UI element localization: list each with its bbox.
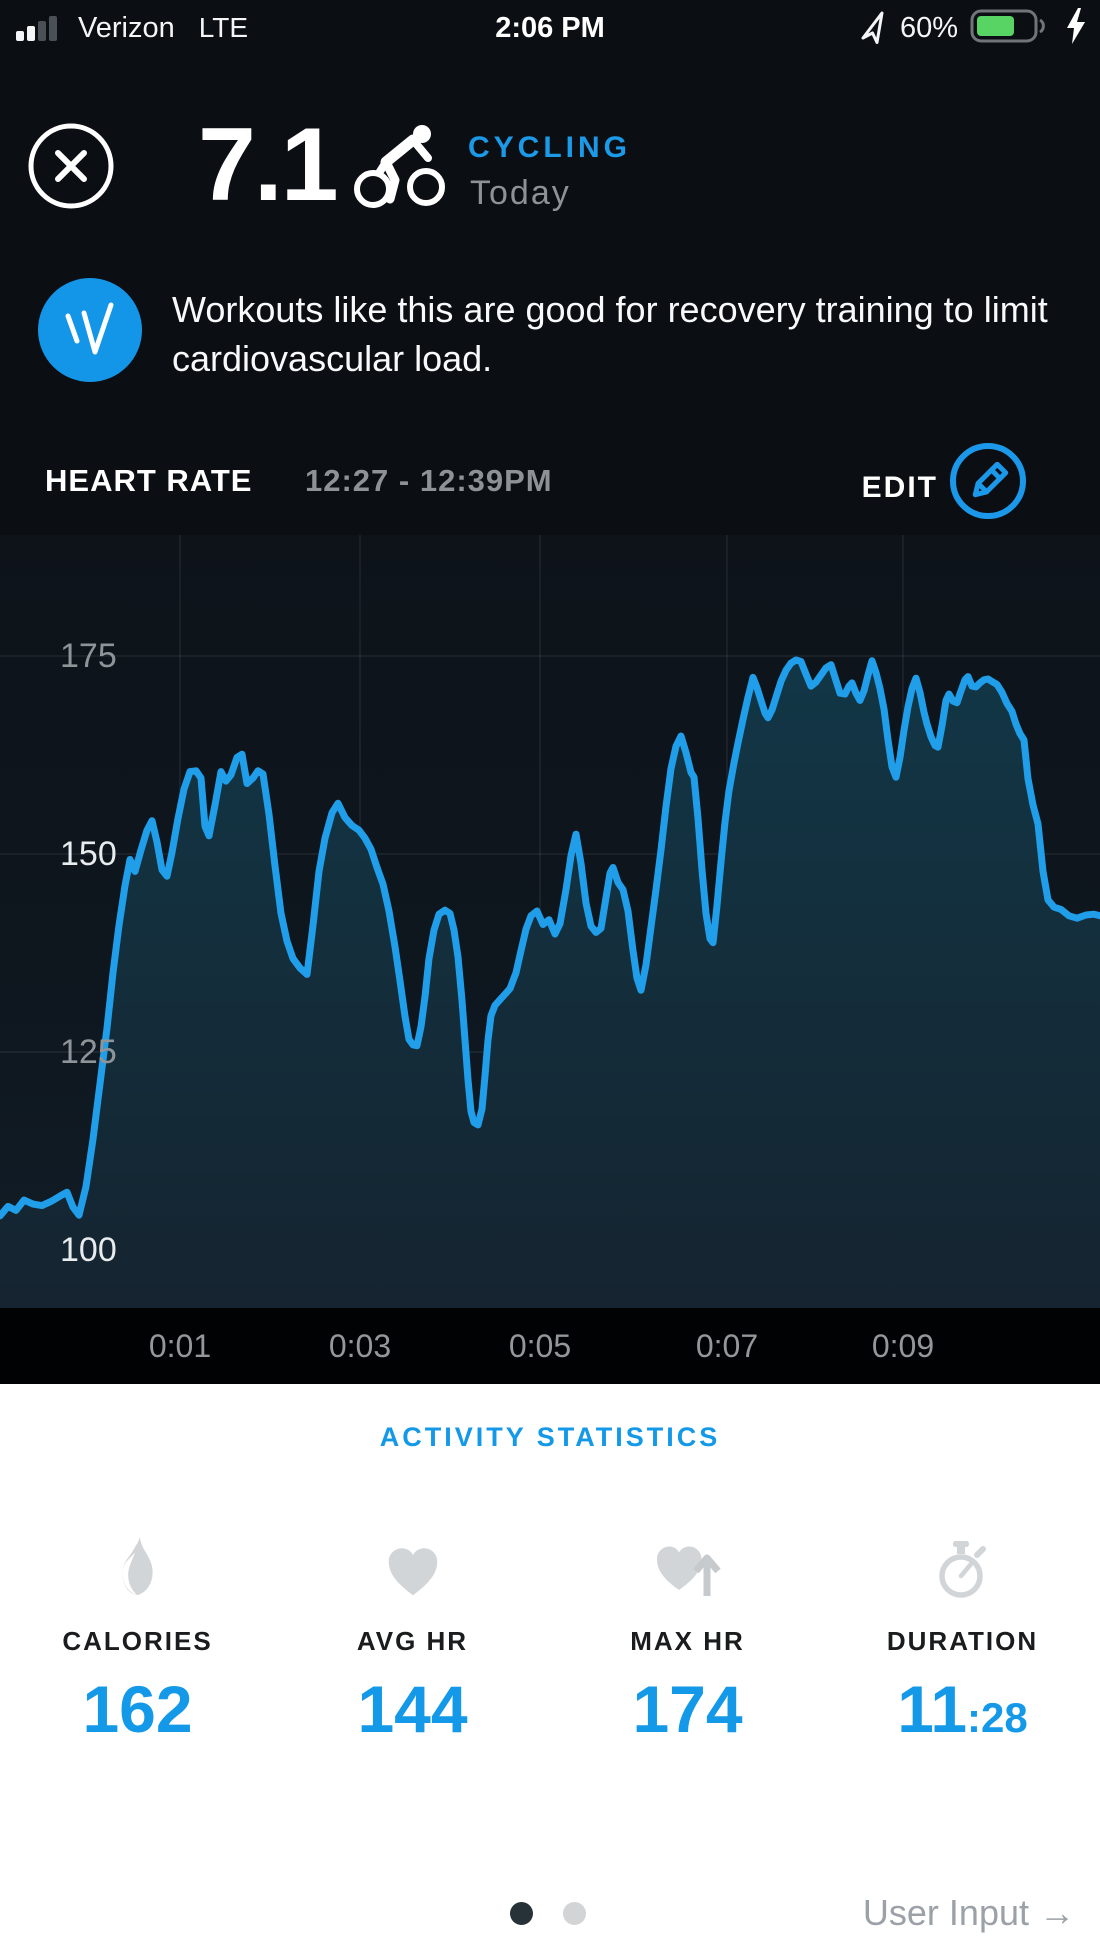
edit-button[interactable]: EDIT	[833, 441, 1078, 525]
stat-value: 162	[82, 1672, 193, 1746]
activity-date-label: Today	[470, 174, 571, 212]
x-axis-tick: 0:07	[695, 1328, 759, 1364]
heart-rate-title: HEART RATE	[45, 463, 253, 498]
y-axis-tick: 175	[60, 637, 117, 675]
heart-rate-time-range: 12:27 - 12:39PM	[305, 463, 553, 498]
pencil-icon	[948, 441, 1028, 524]
whoop-logo-icon	[38, 278, 142, 387]
stat-label: AVG HR	[356, 1626, 469, 1656]
page-dot-active[interactable]	[510, 1902, 533, 1925]
flame-icon	[0, 1524, 275, 1604]
charging-bolt-icon	[1064, 7, 1088, 50]
stopwatch-icon	[825, 1524, 1100, 1604]
insight-text: Workouts like this are good for recovery…	[172, 289, 1048, 379]
stat-value: 174	[632, 1672, 743, 1746]
location-arrow-icon	[856, 8, 888, 49]
heart-icon	[275, 1524, 550, 1604]
stat-label: DURATION	[886, 1626, 1039, 1656]
y-axis-tick: 150	[60, 835, 117, 873]
stat-value: 11:28	[897, 1672, 1028, 1746]
x-axis-labels: 0:01 0:03 0:05 0:07 0:09	[0, 1308, 1100, 1384]
battery-percent-label: 60%	[899, 11, 958, 44]
activity-type-label: CYCLING	[468, 131, 631, 164]
cyclist-icon	[352, 112, 447, 219]
heart-rate-header: HEART RATE 12:27 - 12:39PM EDIT	[0, 443, 1100, 519]
stat-duration: DURATION 11:28	[825, 1524, 1100, 1747]
y-axis-tick: 100	[60, 1231, 117, 1269]
user-input-link[interactable]: User Input →	[862, 1892, 1075, 1933]
page-indicator	[510, 1902, 586, 1925]
close-button[interactable]	[26, 121, 116, 211]
stat-label: CALORIES	[62, 1626, 213, 1656]
heart-rate-chart[interactable]: 175 150 125 100	[0, 535, 1100, 1308]
activity-statistics-title: ACTIVITY STATISTICS	[379, 1422, 721, 1452]
stat-calories: CALORIES 162	[0, 1524, 275, 1747]
activity-statistics-card: ACTIVITY STATISTICS CALORIES 162 AVG HR …	[0, 1384, 1100, 1955]
x-axis-tick: 0:03	[328, 1328, 392, 1364]
heart-up-arrow-icon	[550, 1524, 825, 1604]
clock-label: 2:06 PM	[495, 11, 605, 44]
page-dot-inactive[interactable]	[563, 1902, 586, 1925]
edit-button-label: EDIT	[861, 471, 938, 504]
x-axis-tick: 0:09	[871, 1328, 935, 1364]
stat-label: MAX HR	[630, 1626, 745, 1656]
network-label: LTE	[198, 12, 249, 43]
battery-icon	[970, 8, 1052, 49]
x-axis-tick: 0:01	[148, 1328, 212, 1364]
strain-score: 7.1	[198, 107, 339, 223]
x-axis-tick: 0:05	[508, 1328, 572, 1364]
x-circle-icon	[26, 123, 116, 214]
carrier-label: Verizon	[78, 11, 175, 44]
stat-value: 144	[357, 1672, 468, 1746]
signal-bars-icon	[14, 5, 64, 52]
stat-avg-hr: AVG HR 144	[275, 1524, 550, 1747]
status-bar: Verizon LTE 2:06 PM 60%	[0, 0, 1100, 56]
stat-max-hr: MAX HR 174	[550, 1524, 825, 1747]
y-axis-tick: 125	[60, 1033, 117, 1071]
